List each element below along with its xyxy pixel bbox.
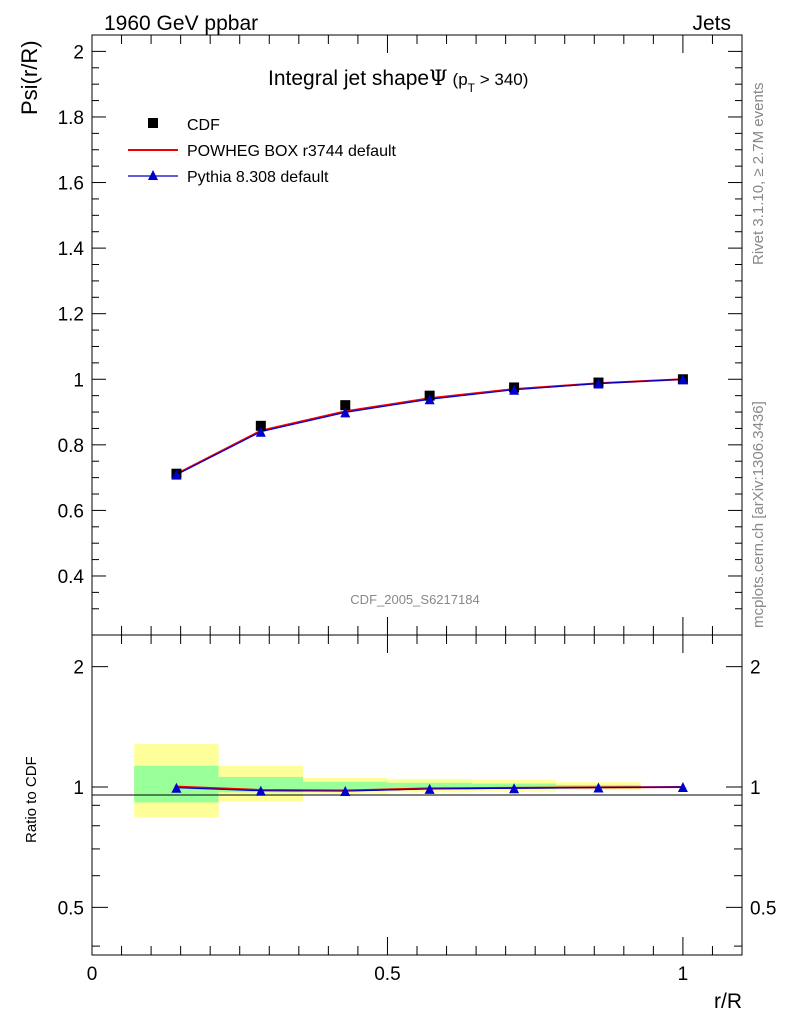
x-axis-label: r/R [714, 990, 742, 1013]
ratio-pythia-point [593, 782, 604, 793]
ratio-x-axis: 0 0.5 1 [87, 635, 743, 985]
mcplots-source-label: mcplots.cern.ch [arXiv:1306.3436] [750, 401, 767, 628]
ratio-pythia-point [509, 783, 520, 794]
main-data-point [340, 400, 351, 411]
main-pythia-point [340, 407, 351, 418]
ratio-uncertainty-bands [134, 744, 641, 818]
x-tick-label: 0.5 [374, 964, 400, 985]
x-tick-label: 0 [87, 964, 98, 985]
main-x-ticks [91, 35, 743, 635]
process-label: Jets [692, 12, 731, 35]
main-pythia-point [171, 469, 182, 480]
main-y-axis-label: Psi(r/R) [17, 40, 42, 115]
main-y-tick-label: 1.8 [58, 108, 84, 129]
legend: CDF POWHEG BOX r3744 default Pythia 8.30… [128, 117, 397, 186]
ratio-pythia-point [171, 782, 182, 793]
main-pythia-point [255, 426, 266, 437]
rivet-version-label: Rivet 3.1.10, ≥ 2.7M events [750, 83, 767, 266]
ratio-y-tick-label-right: 0.5 [750, 898, 776, 919]
legend-data-label: CDF [187, 117, 220, 134]
main-series-markers [171, 374, 688, 480]
main-pythia-point [677, 374, 688, 385]
ratio-y-tick-label-right: 1 [750, 778, 761, 799]
analysis-label: CDF_2005_S6217184 [350, 592, 479, 607]
main-pythia-point [593, 378, 604, 389]
ratio-y-tick-label: 1 [73, 778, 84, 799]
legend-pythia-marker [148, 170, 158, 180]
ratio-y-tick-label: 0.5 [58, 898, 84, 919]
main-y-tick-label: 1.2 [58, 305, 84, 326]
energy-label: 1960 GeV ppbar [104, 12, 258, 35]
ratio-pythia-point [424, 783, 435, 794]
main-pythia-point [424, 394, 435, 405]
main-plot-panel: 0.4 0.6 0.8 1 1.2 1.4 1.6 1.8 2 Psi(r/R) Integra… [17, 34, 743, 636]
main-y-axis: 0.4 0.6 0.8 1 1.2 1.4 1.6 1.8 2 [58, 42, 742, 610]
ratio-pythia-point [255, 785, 266, 796]
main-y-tick-label: 0.4 [58, 567, 85, 588]
main-data-point [255, 420, 266, 431]
main-y-tick-label: 0.6 [58, 501, 84, 522]
ratio-pythia-point [677, 782, 688, 793]
ratio-y-axis-label: Ratio to CDF [23, 756, 40, 843]
ratio-y-tick-label: 2 [73, 658, 84, 679]
legend-powheg-label: POWHEG BOX r3744 default [187, 143, 397, 160]
main-pythia-point [509, 384, 520, 395]
plot-title: Integral jet shapeΨ (pT > 340) [268, 66, 528, 95]
ratio-y-axis: 0.5 0.5 1 1 2 2 [58, 658, 776, 947]
ratio-y-tick-label-right: 2 [750, 658, 761, 679]
ratio-band-inner [303, 781, 388, 790]
ratio-series-markers [171, 782, 688, 797]
ratio-plot-panel: 0.5 0.51 12 2 0 0.5 1 Ratio to CDF r/R [23, 634, 776, 1013]
main-y-tick-label: 2 [73, 42, 84, 63]
legend-pythia-label: Pythia 8.308 default [187, 169, 329, 186]
main-y-tick-label: 1 [73, 370, 84, 391]
x-tick-label: 1 [678, 964, 689, 985]
main-y-tick-label: 0.8 [58, 436, 84, 457]
main-y-tick-label: 1.6 [58, 174, 84, 195]
legend-data-marker [148, 118, 158, 128]
ratio-pythia-point [340, 786, 351, 797]
main-y-tick-label: 1.4 [58, 239, 85, 260]
